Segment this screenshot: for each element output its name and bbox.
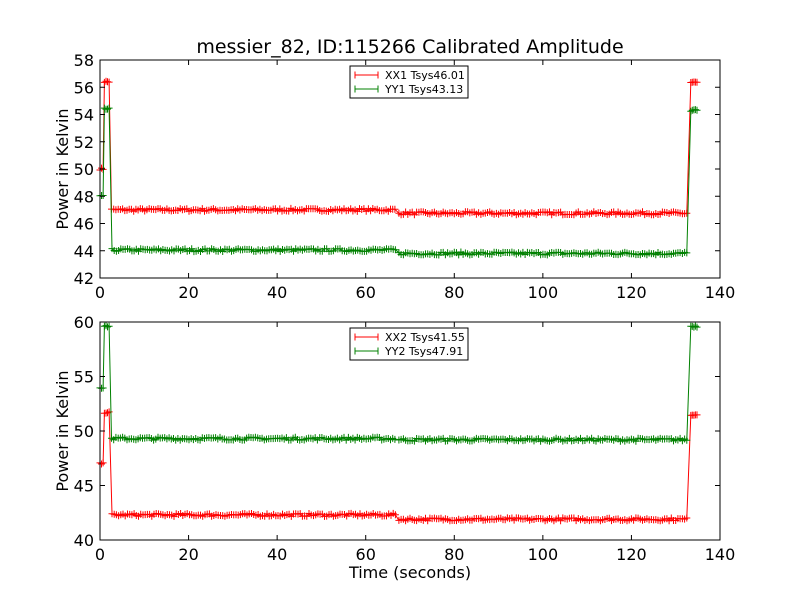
x-axis-label: Time (seconds)	[348, 563, 471, 582]
x-tick-label: 100	[528, 283, 559, 302]
y-tick-label: 60	[74, 313, 94, 332]
x-tick-label: 20	[178, 545, 198, 564]
y-tick-label: 55	[74, 368, 94, 387]
x-tick-label: 0	[95, 545, 105, 564]
x-tick-label: 40	[267, 283, 287, 302]
y-tick-label: 56	[74, 78, 94, 97]
y-axis-label: Power in Kelvin	[53, 370, 72, 491]
y-tick-label: 44	[74, 242, 94, 261]
legend-marker	[354, 71, 379, 79]
x-tick-label: 60	[356, 545, 376, 564]
figure-title: messier_82, ID:115266 Calibrated Amplitu…	[196, 36, 623, 58]
x-tick-label: 140	[705, 283, 736, 302]
legend-box	[349, 65, 469, 99]
y-axis-label: Power in Kelvin	[53, 108, 72, 229]
x-tick-label: 80	[444, 545, 464, 564]
y-tick-label: 50	[74, 160, 94, 179]
x-tick-label: 60	[356, 283, 376, 302]
legend-marker	[354, 347, 379, 355]
x-tick-label: 40	[267, 545, 287, 564]
x-tick-label: 140	[705, 545, 736, 564]
series-0-1	[96, 104, 701, 259]
x-tick-label: 20	[178, 283, 198, 302]
legend-label: XX1 Tsys46.01	[385, 69, 465, 82]
y-tick-label: 54	[74, 106, 94, 125]
bottom-subplot: 0 20 40 60 80 100 120 140 40 45 50 55 60 Power in Kel…	[53, 313, 735, 582]
y-tick-label: 40	[74, 531, 94, 550]
y-tick-label: 58	[74, 51, 94, 70]
y-tick-label: 52	[74, 133, 94, 152]
x-tick-label: 100	[528, 545, 559, 564]
legend-label: YY2 Tsys47.91	[384, 345, 463, 358]
legend-label: YY1 Tsys43.13	[384, 83, 463, 96]
legend-box	[349, 327, 469, 361]
legend-marker	[354, 85, 379, 93]
x-tick-label: 120	[616, 545, 647, 564]
x-tick-label: 120	[616, 283, 647, 302]
y-tick-label: 42	[74, 269, 94, 288]
legend-label: XX2 Tsys41.55	[385, 331, 465, 344]
x-tick-label: 80	[444, 283, 464, 302]
y-tick-label: 46	[74, 215, 94, 234]
legend-marker	[354, 333, 379, 341]
y-tick-label: 48	[74, 187, 94, 206]
y-tick-label: 45	[74, 477, 94, 496]
top-subplot: 0 20 40 60 80 100 120 140 42 44 46 48 50 52 54 56 58 Powe…	[53, 51, 735, 302]
x-tick-label: 0	[95, 283, 105, 302]
y-tick-label: 50	[74, 422, 94, 441]
series-1-1	[96, 322, 701, 445]
